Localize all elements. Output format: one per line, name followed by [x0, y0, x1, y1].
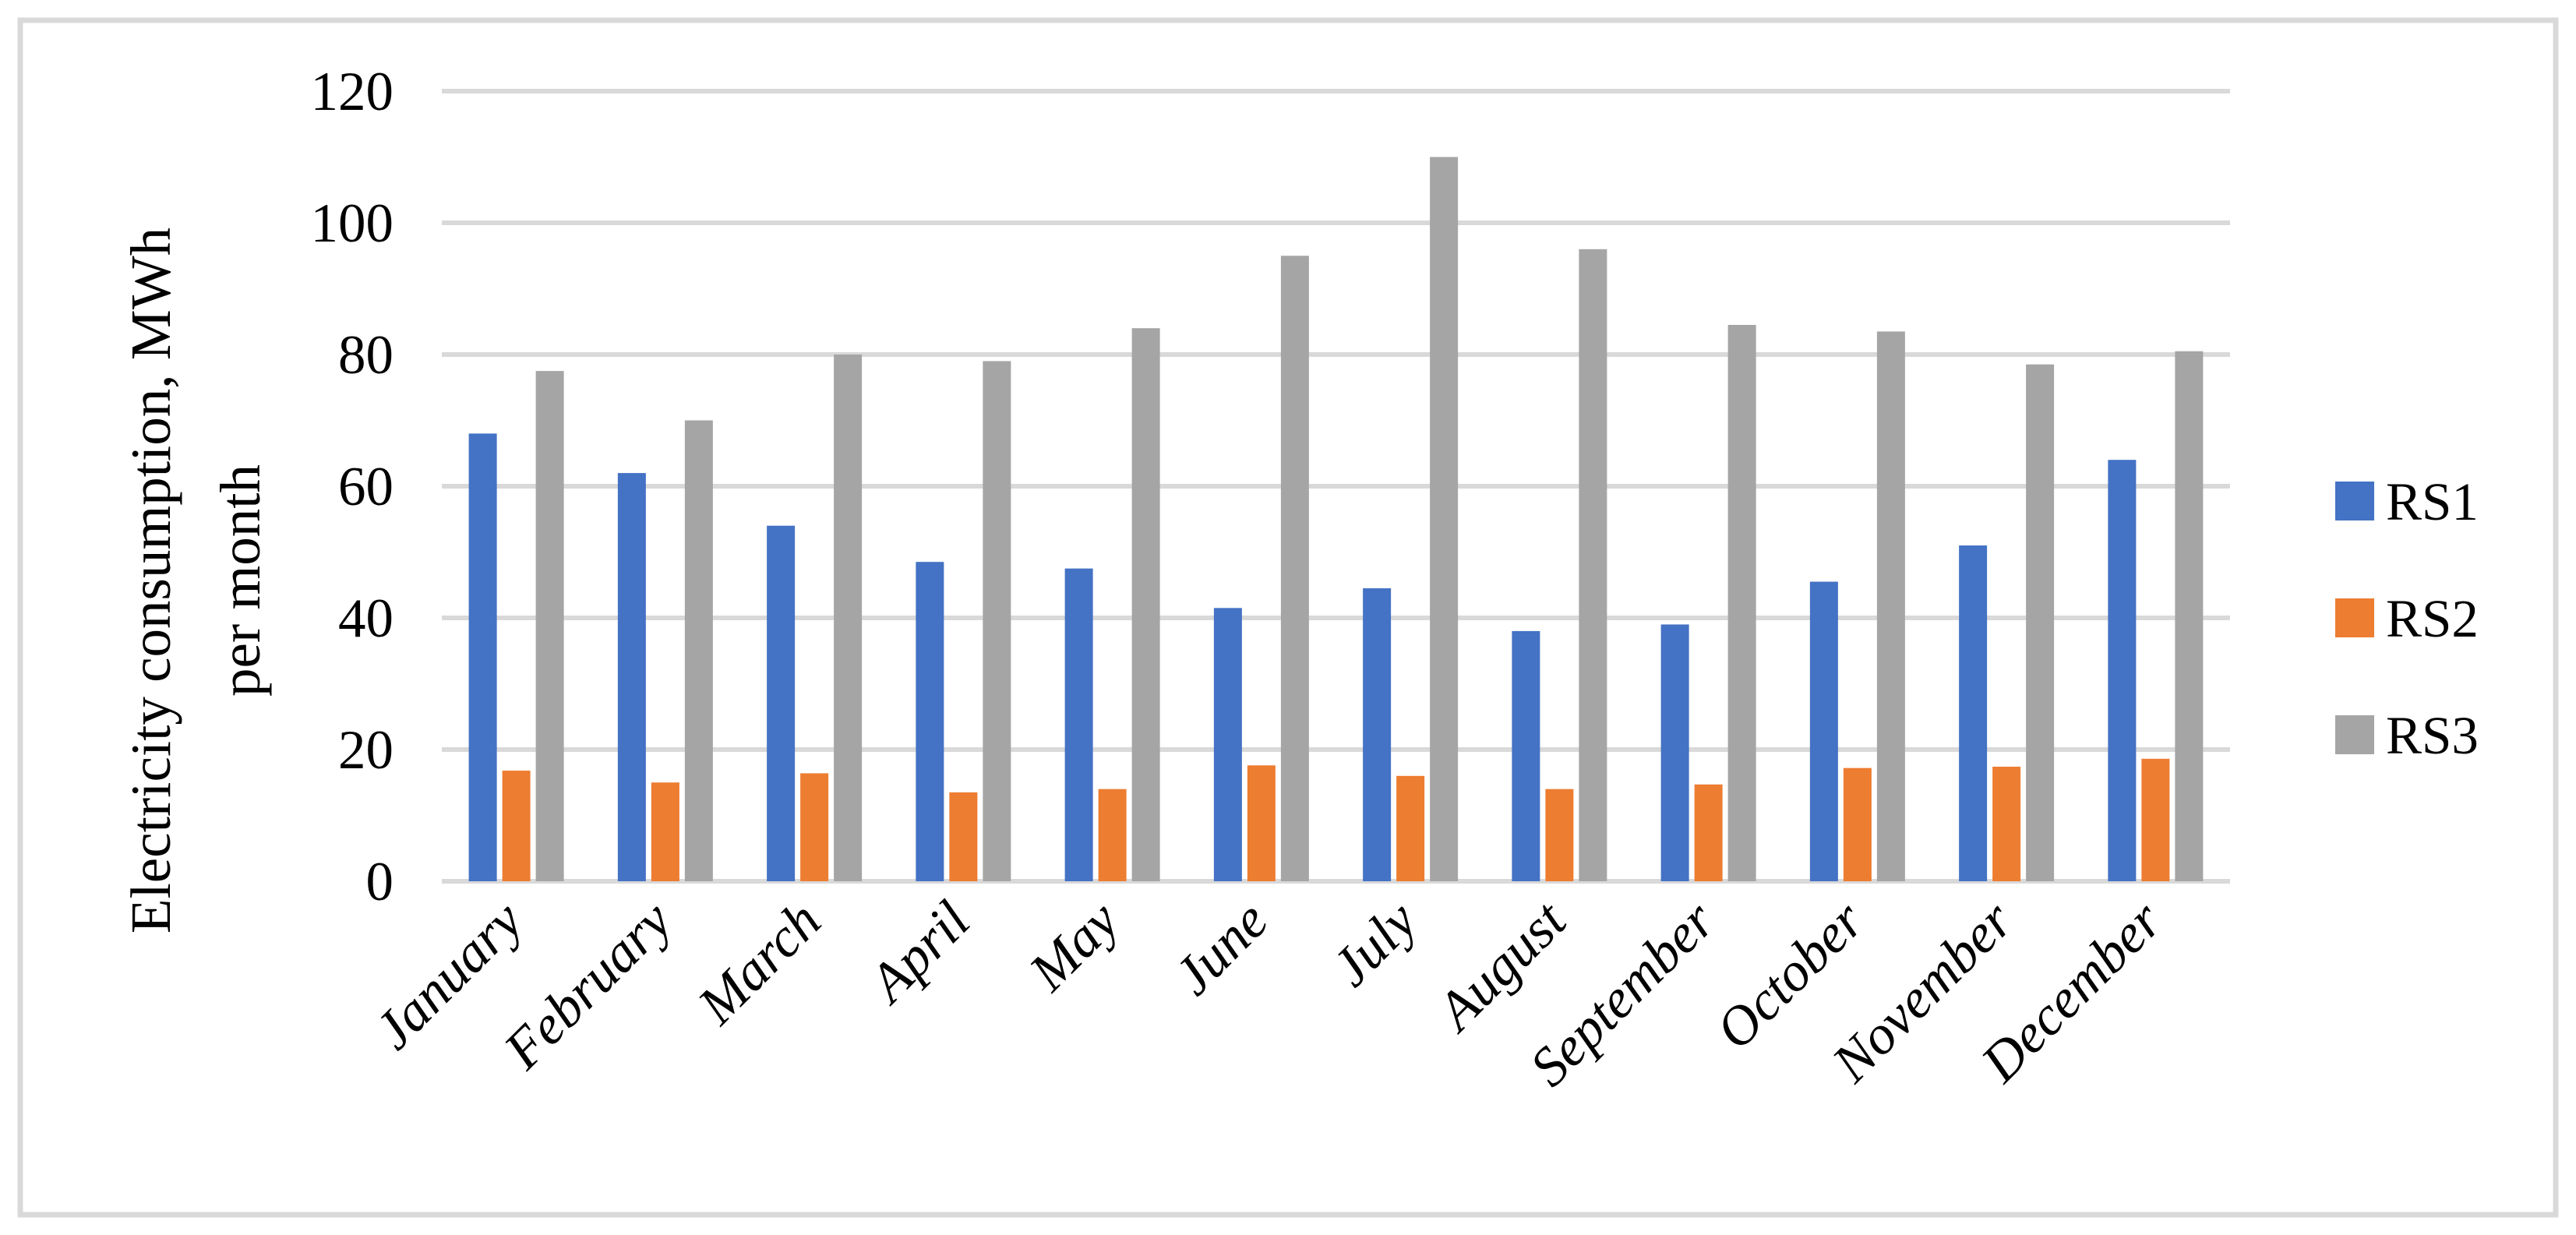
bar-rs2-september: [1694, 784, 1723, 881]
bar-rs1-october: [1809, 581, 1838, 881]
bar-rs3-november: [2026, 364, 2055, 881]
bar-rs2-august: [1545, 789, 1574, 881]
legend-swatch-rs1: [2335, 482, 2374, 520]
x-category-label-february: February: [492, 890, 684, 1082]
y-tick-label-120: 120: [311, 62, 394, 122]
bar-rs1-february: [617, 473, 646, 881]
y-tick-label-20: 20: [338, 720, 393, 781]
x-category-label-may: May: [1018, 890, 1131, 1003]
bar-rs3-february: [684, 420, 713, 881]
bar-rs3-september: [1727, 324, 1756, 882]
y-tick-label-100: 100: [311, 193, 394, 254]
y-axis-title-line2: per month: [209, 464, 272, 697]
legend-label-rs1: RS1: [2386, 472, 2479, 531]
bar-rs2-december: [2141, 758, 2170, 881]
bar-rs3-december: [2175, 351, 2204, 881]
bar-rs2-april: [949, 792, 978, 881]
x-category-label-july: July: [1321, 890, 1429, 998]
legend-label-rs3: RS3: [2386, 706, 2479, 765]
bar-rs3-august: [1579, 249, 1607, 881]
bar-rs2-march: [800, 773, 829, 881]
legend-label-rs2: RS2: [2386, 589, 2479, 648]
bar-rs3-july: [1430, 157, 1459, 881]
bar-rs3-january: [535, 371, 564, 881]
bar-rs1-september: [1660, 624, 1689, 881]
bar-rs1-april: [916, 562, 944, 881]
bar-rs1-march: [767, 525, 796, 881]
y-tick-label-80: 80: [338, 325, 393, 386]
legend-swatch-rs2: [2335, 598, 2374, 637]
bar-rs2-october: [1843, 767, 1872, 881]
bar-rs3-october: [1876, 331, 1905, 881]
bar-rs2-january: [502, 771, 531, 881]
figure-border: [17, 17, 2559, 1218]
bar-rs1-july: [1363, 588, 1392, 881]
bar-rs1-january: [468, 433, 497, 881]
bar-rs2-july: [1396, 775, 1425, 881]
x-category-label-march: March: [686, 890, 833, 1036]
bar-rs1-august: [1512, 630, 1540, 881]
bar-rs2-may: [1098, 789, 1127, 881]
bar-rs2-june: [1247, 765, 1276, 881]
y-tick-label-60: 60: [338, 457, 393, 517]
bar-rs1-november: [1959, 545, 1988, 881]
x-category-label-june: June: [1163, 890, 1279, 1007]
bar-rs3-march: [834, 355, 863, 881]
bar-rs3-june: [1280, 256, 1309, 881]
bar-rs1-may: [1064, 568, 1093, 881]
bar-rs2-november: [1992, 766, 2021, 881]
bar-rs3-april: [983, 361, 1011, 881]
bar-rs2-february: [651, 782, 679, 881]
y-axis-title-line1: Electricity consumption, MWh: [119, 228, 182, 933]
x-category-label-april: April: [856, 890, 982, 1015]
bar-rs1-june: [1213, 608, 1242, 881]
y-tick-label-0: 0: [366, 852, 394, 912]
bar-rs3-may: [1131, 328, 1160, 881]
y-tick-label-40: 40: [338, 588, 393, 649]
bar-rs1-december: [2108, 460, 2137, 881]
legend-swatch-rs3: [2335, 715, 2374, 754]
